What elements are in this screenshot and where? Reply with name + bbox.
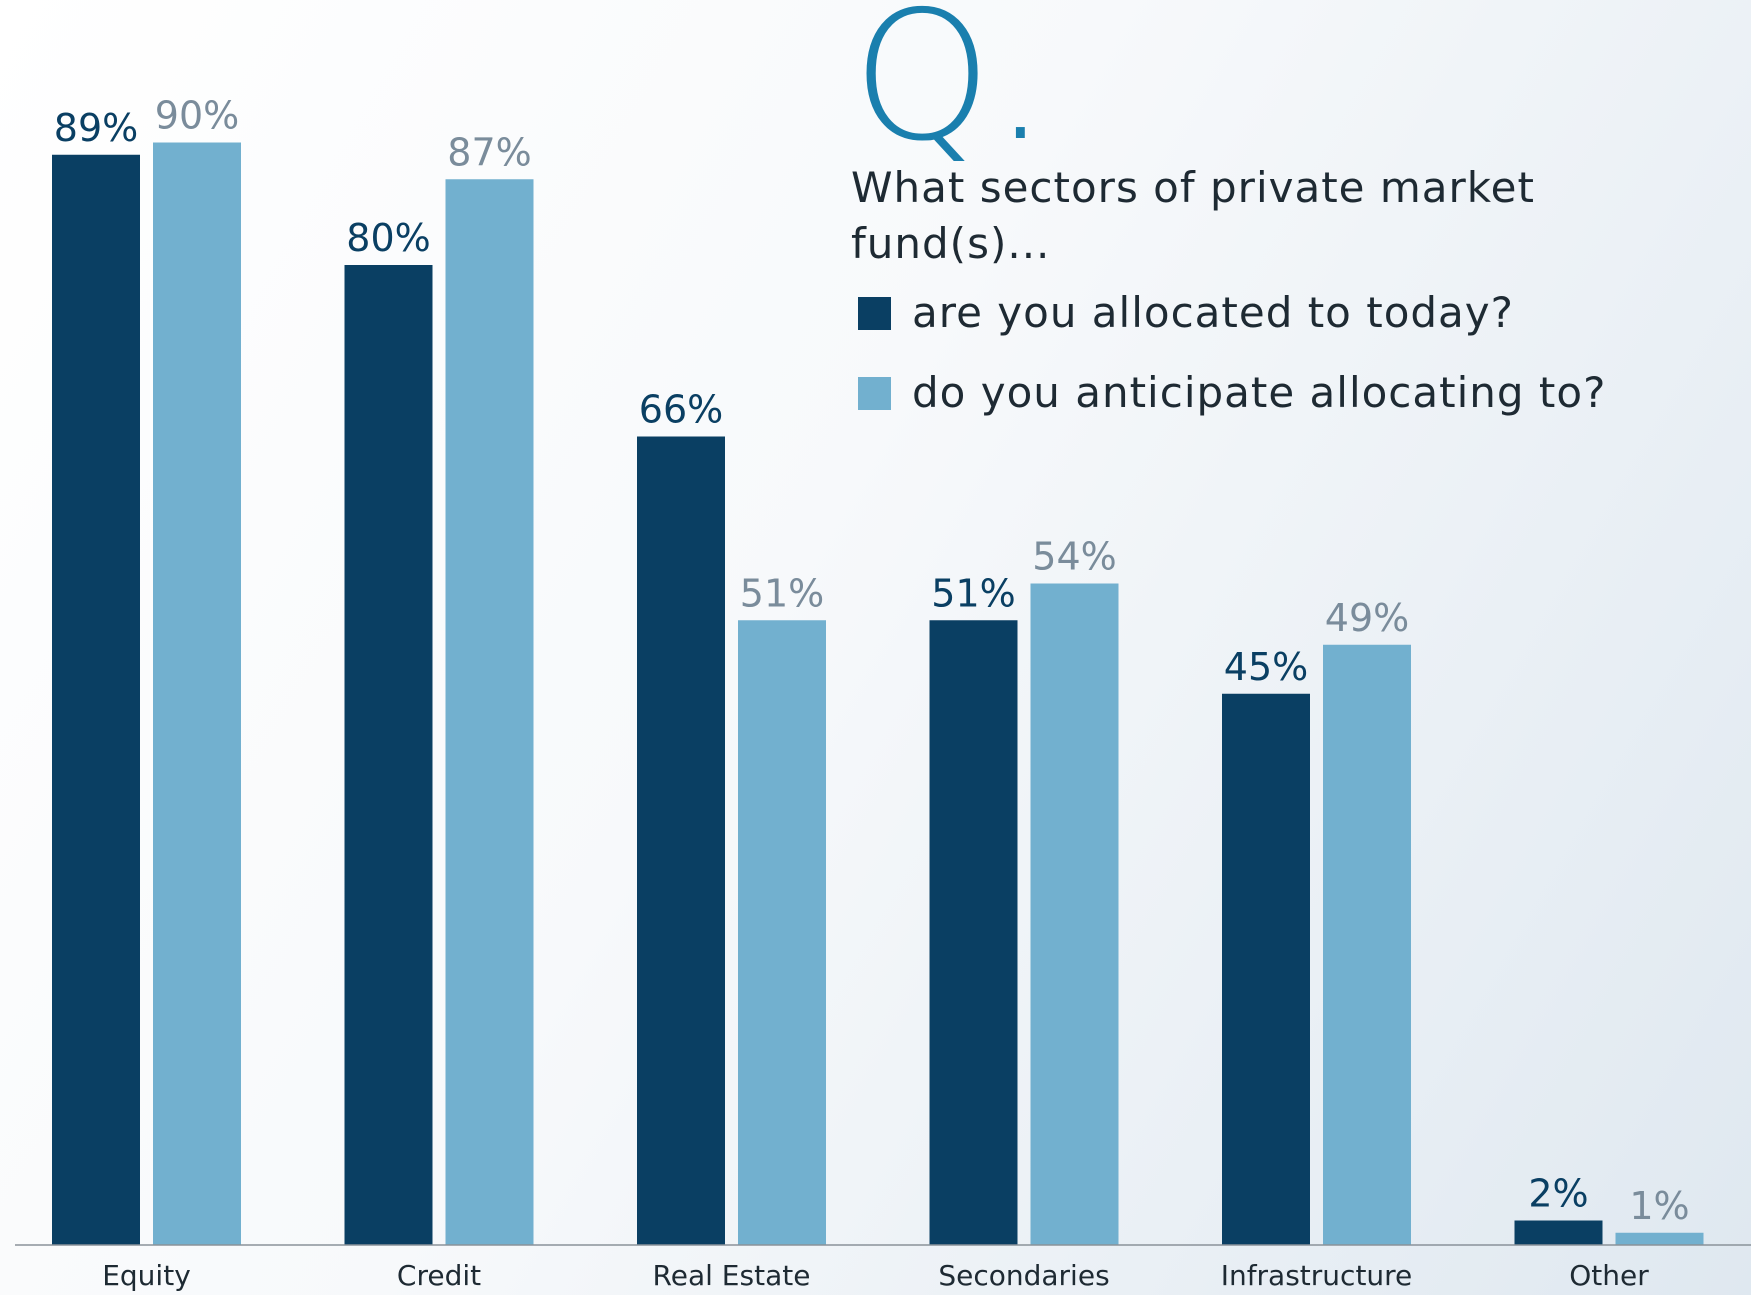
bar — [52, 154, 140, 1245]
bar — [1323, 644, 1411, 1245]
chart-title: Q. — [852, 0, 1049, 180]
bar — [1222, 693, 1310, 1245]
value-label: 87% — [447, 130, 531, 174]
value-label: 2% — [1528, 1172, 1588, 1216]
legend-label: do you anticipate allocating to? — [912, 368, 1606, 417]
x-tick-label: Other — [1569, 1259, 1649, 1292]
value-label: 51% — [740, 571, 824, 615]
x-tick-label: Real Estate — [653, 1259, 811, 1292]
x-tick-label: Secondaries — [938, 1259, 1109, 1292]
value-label: 90% — [155, 94, 239, 138]
value-label: 80% — [346, 216, 430, 260]
value-label: 51% — [931, 571, 1015, 615]
bar — [1030, 583, 1119, 1245]
chart-subtitle: What sectors of private market fund(s)..… — [851, 163, 1535, 268]
value-label: 49% — [1325, 596, 1409, 640]
bar — [637, 436, 725, 1245]
legend-label: are you allocated to today? — [912, 288, 1514, 337]
bar — [929, 620, 1018, 1245]
value-label: 66% — [639, 388, 723, 432]
bar — [153, 142, 241, 1245]
value-label: 89% — [54, 106, 138, 150]
bar — [738, 620, 826, 1245]
x-tick-label: Credit — [397, 1259, 481, 1292]
bar — [445, 179, 534, 1245]
legend-swatch — [858, 377, 891, 410]
x-tick-label: Equity — [102, 1259, 191, 1292]
bar — [344, 265, 433, 1245]
value-label: 54% — [1032, 535, 1116, 579]
bar — [1615, 1232, 1704, 1245]
value-label: 45% — [1224, 645, 1308, 689]
bar — [1514, 1220, 1603, 1245]
legend-swatch — [858, 297, 891, 330]
value-label: 1% — [1629, 1184, 1689, 1228]
x-tick-label: Infrastructure — [1221, 1259, 1413, 1292]
